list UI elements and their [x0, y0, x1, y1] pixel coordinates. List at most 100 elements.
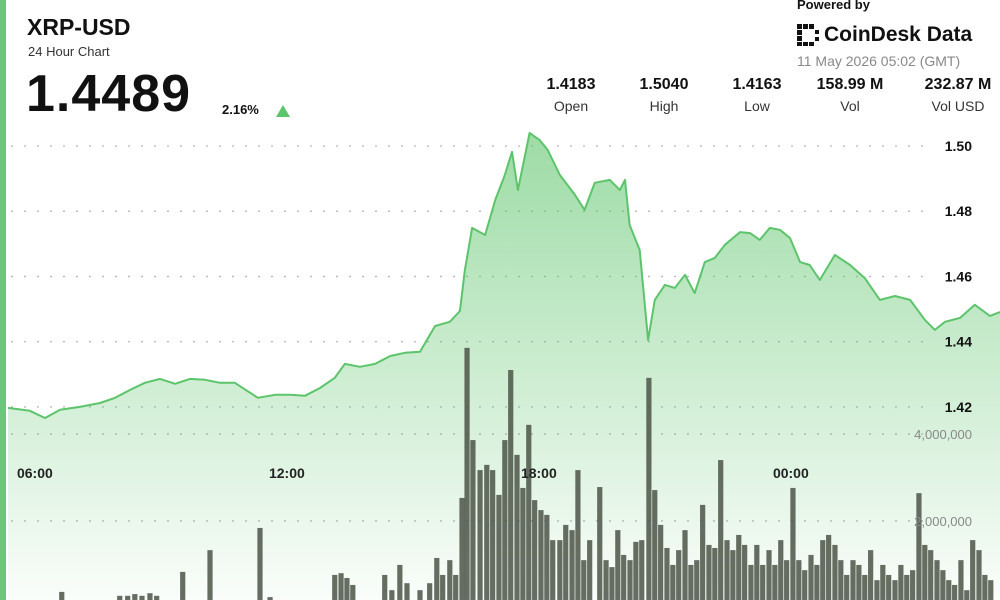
volume-bar — [646, 377, 652, 600]
volume-bar — [754, 544, 760, 600]
volume-bar — [652, 490, 658, 600]
volume-bar — [350, 584, 356, 600]
volume-bar — [682, 530, 688, 600]
stat-value: 1.5040 — [639, 76, 689, 93]
volume-bar — [676, 550, 682, 600]
stat-label: Open — [553, 98, 589, 114]
volume-bar — [718, 460, 724, 600]
volume-bar — [417, 590, 423, 600]
volume-bar — [784, 560, 790, 600]
volume-bar — [820, 540, 826, 600]
stat-label: High — [649, 98, 679, 114]
volume-bar — [538, 510, 544, 600]
stat: 1.4183 Open — [516, 76, 626, 114]
stat: 1.5040 High — [609, 76, 719, 114]
volume-bar — [940, 570, 946, 600]
volume-bar — [532, 500, 538, 600]
volume-bar — [838, 560, 844, 600]
volume-bar — [658, 524, 664, 600]
y-tick-label: 1.50 — [945, 138, 972, 154]
volume-bar — [389, 590, 395, 600]
y-tick-label: 1.44 — [945, 334, 972, 350]
volume-bar — [154, 595, 160, 600]
volume-bar — [850, 560, 856, 600]
volume-bar — [447, 560, 453, 600]
volume-bar — [132, 594, 138, 600]
volume-bar — [404, 583, 410, 600]
volume-bar — [868, 550, 874, 600]
volume-bar — [736, 534, 742, 600]
volume-bar — [484, 464, 490, 600]
volume-bar — [207, 550, 213, 600]
volume-bar — [802, 570, 808, 600]
price: 1.4489 — [26, 65, 192, 123]
subtitle: 24 Hour Chart — [28, 44, 110, 59]
volume-bar — [904, 574, 910, 600]
symbol: XRP-USD — [27, 14, 131, 40]
volume-bar — [514, 454, 520, 600]
volume-bar — [898, 564, 904, 600]
volume-bar — [338, 573, 344, 600]
x-tick-label: 00:00 — [773, 465, 809, 481]
volume-bar — [459, 497, 465, 600]
volume-bar — [633, 541, 639, 600]
volume-bar — [382, 574, 388, 600]
x-tick-label: 12:00 — [269, 465, 305, 481]
volume-bar — [453, 574, 459, 600]
stat-label: Low — [744, 98, 770, 114]
volume-bar — [180, 571, 186, 600]
stat-value: 158.99 M — [816, 76, 884, 93]
stat-label: Vol — [840, 98, 860, 114]
volume-bar — [694, 560, 700, 600]
volume-bar — [477, 470, 483, 600]
volume-bar — [700, 504, 706, 600]
volume-bar — [886, 574, 892, 600]
volume-bar — [508, 370, 514, 600]
volume-bar — [597, 487, 603, 600]
volume-bar — [778, 540, 784, 600]
volume-bar — [910, 570, 916, 600]
volume-bar — [544, 514, 550, 600]
volume-bar — [490, 470, 496, 600]
volume-bar — [147, 593, 153, 600]
volume-bar — [826, 534, 832, 600]
volume-bar — [427, 583, 433, 600]
volume-bar — [627, 560, 633, 600]
volume-bar — [267, 597, 273, 600]
volume-bar — [496, 494, 502, 600]
volume-bar — [639, 540, 645, 600]
volume-bar — [563, 524, 569, 600]
volume-bar — [724, 540, 730, 600]
volume-bar — [569, 530, 575, 600]
volume-bar — [922, 544, 928, 600]
timestamp: 11 May 2026 05:02 (GMT) — [797, 53, 961, 69]
volume-bar — [440, 574, 446, 600]
stat: 158.99 M Vol — [795, 76, 905, 114]
stat-value: 1.4163 — [732, 76, 782, 93]
volume-bar — [844, 574, 850, 600]
volume-bar — [557, 540, 563, 600]
volume-bar — [952, 584, 958, 600]
volume-bar — [670, 564, 676, 600]
volume-bar — [856, 564, 862, 600]
up-arrow — [276, 105, 290, 117]
volume-bar — [814, 564, 820, 600]
volume-bar — [808, 554, 814, 600]
x-tick-label: 18:00 — [521, 465, 557, 481]
y-tick-label: 1.46 — [945, 268, 972, 284]
stat-value: 232.87 M — [924, 76, 992, 93]
volume-bar — [139, 595, 145, 600]
volume-bar — [434, 557, 440, 600]
y-tick-label: 1.42 — [945, 399, 972, 415]
volume-bar — [344, 577, 350, 600]
volume-bar — [862, 574, 868, 600]
volume-bar — [706, 544, 712, 600]
price-area — [8, 132, 1000, 600]
volume-bar — [575, 470, 581, 600]
volume-bar — [520, 487, 526, 600]
volume-bar — [976, 550, 982, 600]
volume-bar — [796, 560, 802, 600]
volume-bar — [832, 544, 838, 600]
y-tick-label: 1.48 — [945, 203, 972, 219]
volume-bar — [964, 590, 970, 600]
